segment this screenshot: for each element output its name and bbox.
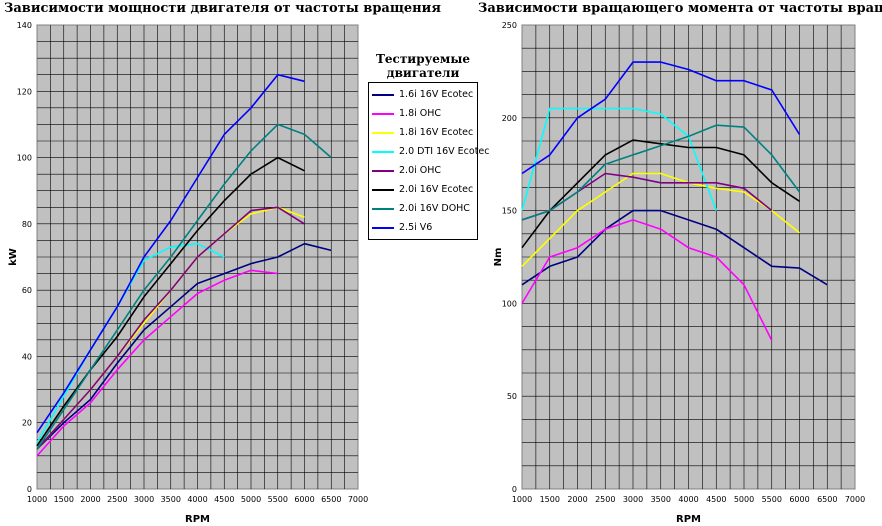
torque-series-line-8 <box>521 61 801 175</box>
torque-x-tick-label: 4500 <box>706 495 726 504</box>
torque-x-tick-label: 7000 <box>845 495 865 504</box>
power-x-axis-label: RPM <box>185 514 210 525</box>
legend-swatch <box>372 207 394 210</box>
legend-item-label: 1.6i 16V Ecotec <box>399 89 474 100</box>
torque-x-tick-label: 6000 <box>789 495 809 504</box>
legend-title: Тестируемые двигатели <box>368 52 478 80</box>
power-y-tick-label: 0 <box>27 485 32 494</box>
legend-title-line-1: Тестируемые <box>375 52 470 66</box>
legend-item-label: 2.0i 16V DOHC <box>399 203 470 214</box>
torque-y-axis-label: Nm <box>493 248 504 267</box>
legend-box: 1.6i 16V Ecotec 1.8i OHC 1.8i 16V Ecotec 2.… <box>368 82 490 240</box>
legend-swatch <box>372 150 394 153</box>
power-x-tick-label: 5500 <box>268 495 288 504</box>
legend-swatch <box>372 226 394 229</box>
torque-x-tick-label: 4000 <box>678 495 698 504</box>
torque-x-tick-label: 3000 <box>623 495 643 504</box>
torque-chart-title: Зависимости вращающего момента от частот… <box>478 1 882 16</box>
torque-x-tick-label: 1500 <box>540 495 560 504</box>
legend-item: 1.8i 16V Ecotec <box>372 123 474 142</box>
legend-item: 2.0i OHC <box>372 161 474 180</box>
power-y-axis-label: kW <box>8 248 19 266</box>
torque-series-line-4 <box>521 107 718 211</box>
power-x-tick-label: 6000 <box>294 495 314 504</box>
legend-item: 1.6i 16V Ecotec <box>372 85 474 104</box>
legend-swatch <box>372 93 394 96</box>
legend-item-label: 1.8i OHC <box>399 108 442 119</box>
power-x-tick-label: 6500 <box>321 495 341 504</box>
power-x-tick-label: 3000 <box>134 495 154 504</box>
power-y-tick-label: 120 <box>17 87 32 96</box>
legend-item: 2.0i 16V DOHC <box>372 199 474 218</box>
legend-item: 1.8i OHC <box>372 104 474 123</box>
power-series-line-5 <box>36 206 305 450</box>
legend-item: 2.5i V6 <box>372 218 474 237</box>
torque-x-tick-label: 2500 <box>595 495 615 504</box>
power-y-tick-label: 80 <box>22 220 32 229</box>
power-x-tick-label: 1500 <box>54 495 74 504</box>
power-x-tick-label: 2500 <box>107 495 127 504</box>
legend-item-label: 2.0i 16V Ecotec <box>399 184 474 195</box>
legend-title-line-2: двигатели <box>386 66 460 80</box>
legend-swatch <box>372 169 394 172</box>
power-y-tick-label: 140 <box>17 21 32 30</box>
legend-item: 2.0 DTI 16V Ecotec <box>372 142 490 161</box>
torque-y-tick-label: 100 <box>502 299 517 308</box>
torque-y-tick-label: 50 <box>507 392 517 401</box>
torque-y-tick-label: 150 <box>502 207 517 216</box>
legend: Тестируемые двигатели 1.6i 16V Ecotec 1.8… <box>368 52 490 240</box>
power-x-tick-label: 4000 <box>187 495 207 504</box>
torque-x-tick-label: 2000 <box>567 495 587 504</box>
torque-x-tick-label: 3500 <box>651 495 671 504</box>
power-series-line-7 <box>36 123 332 450</box>
torque-x-tick-label: 5000 <box>734 495 754 504</box>
torque-y-tick-label: 0 <box>512 485 517 494</box>
torque-x-tick-label: 5500 <box>762 495 782 504</box>
power-series-line-1 <box>36 242 332 450</box>
legend-item-label: 2.5i V6 <box>399 222 433 233</box>
legend-item-label: 1.8i 16V Ecotec <box>399 127 474 138</box>
torque-series-line-7 <box>521 124 801 221</box>
power-series-line-8 <box>36 73 305 434</box>
torque-x-tick-label: 6500 <box>817 495 837 504</box>
torque-chart: 1000 1500 2000 2500 3000 3500 4000 4500 5000 5500… <box>493 21 865 525</box>
legend-swatch <box>372 188 394 191</box>
legend-item: 2.0i 16V Ecotec <box>372 180 474 199</box>
power-x-tick-label: 1000 <box>27 495 47 504</box>
torque-y-tick-label: 200 <box>502 114 517 123</box>
torque-y-tick-label: 250 <box>502 21 517 30</box>
power-chart: 1000 1500 2000 2500 3000 3500 4000 4500 5000 5500… <box>8 21 368 525</box>
power-y-tick-label: 60 <box>22 286 32 295</box>
power-y-tick-label: 40 <box>22 352 32 361</box>
torque-x-tick-label: 1000 <box>512 495 532 504</box>
torque-x-axis-label: RPM <box>676 514 701 525</box>
power-x-tick-label: 4500 <box>214 495 234 504</box>
power-chart-title: Зависимости мощности двигателя от частот… <box>4 1 441 16</box>
legend-item-label: 2.0 DTI 16V Ecotec <box>399 146 490 157</box>
torque-series-line-1 <box>521 209 828 286</box>
torque-series-line-3 <box>521 172 801 267</box>
power-series-line-2 <box>36 269 278 457</box>
legend-swatch <box>372 131 394 134</box>
power-x-tick-label: 3500 <box>161 495 181 504</box>
legend-item-label: 2.0i OHC <box>399 165 442 176</box>
torque-series-line-2 <box>521 219 773 341</box>
power-y-tick-label: 20 <box>22 419 32 428</box>
torque-series-line-6 <box>521 139 800 249</box>
power-y-tick-label: 100 <box>17 154 32 163</box>
power-x-tick-label: 5000 <box>241 495 261 504</box>
power-x-tick-label: 2000 <box>80 495 100 504</box>
legend-swatch <box>372 112 394 115</box>
power-x-tick-label: 7000 <box>348 495 368 504</box>
